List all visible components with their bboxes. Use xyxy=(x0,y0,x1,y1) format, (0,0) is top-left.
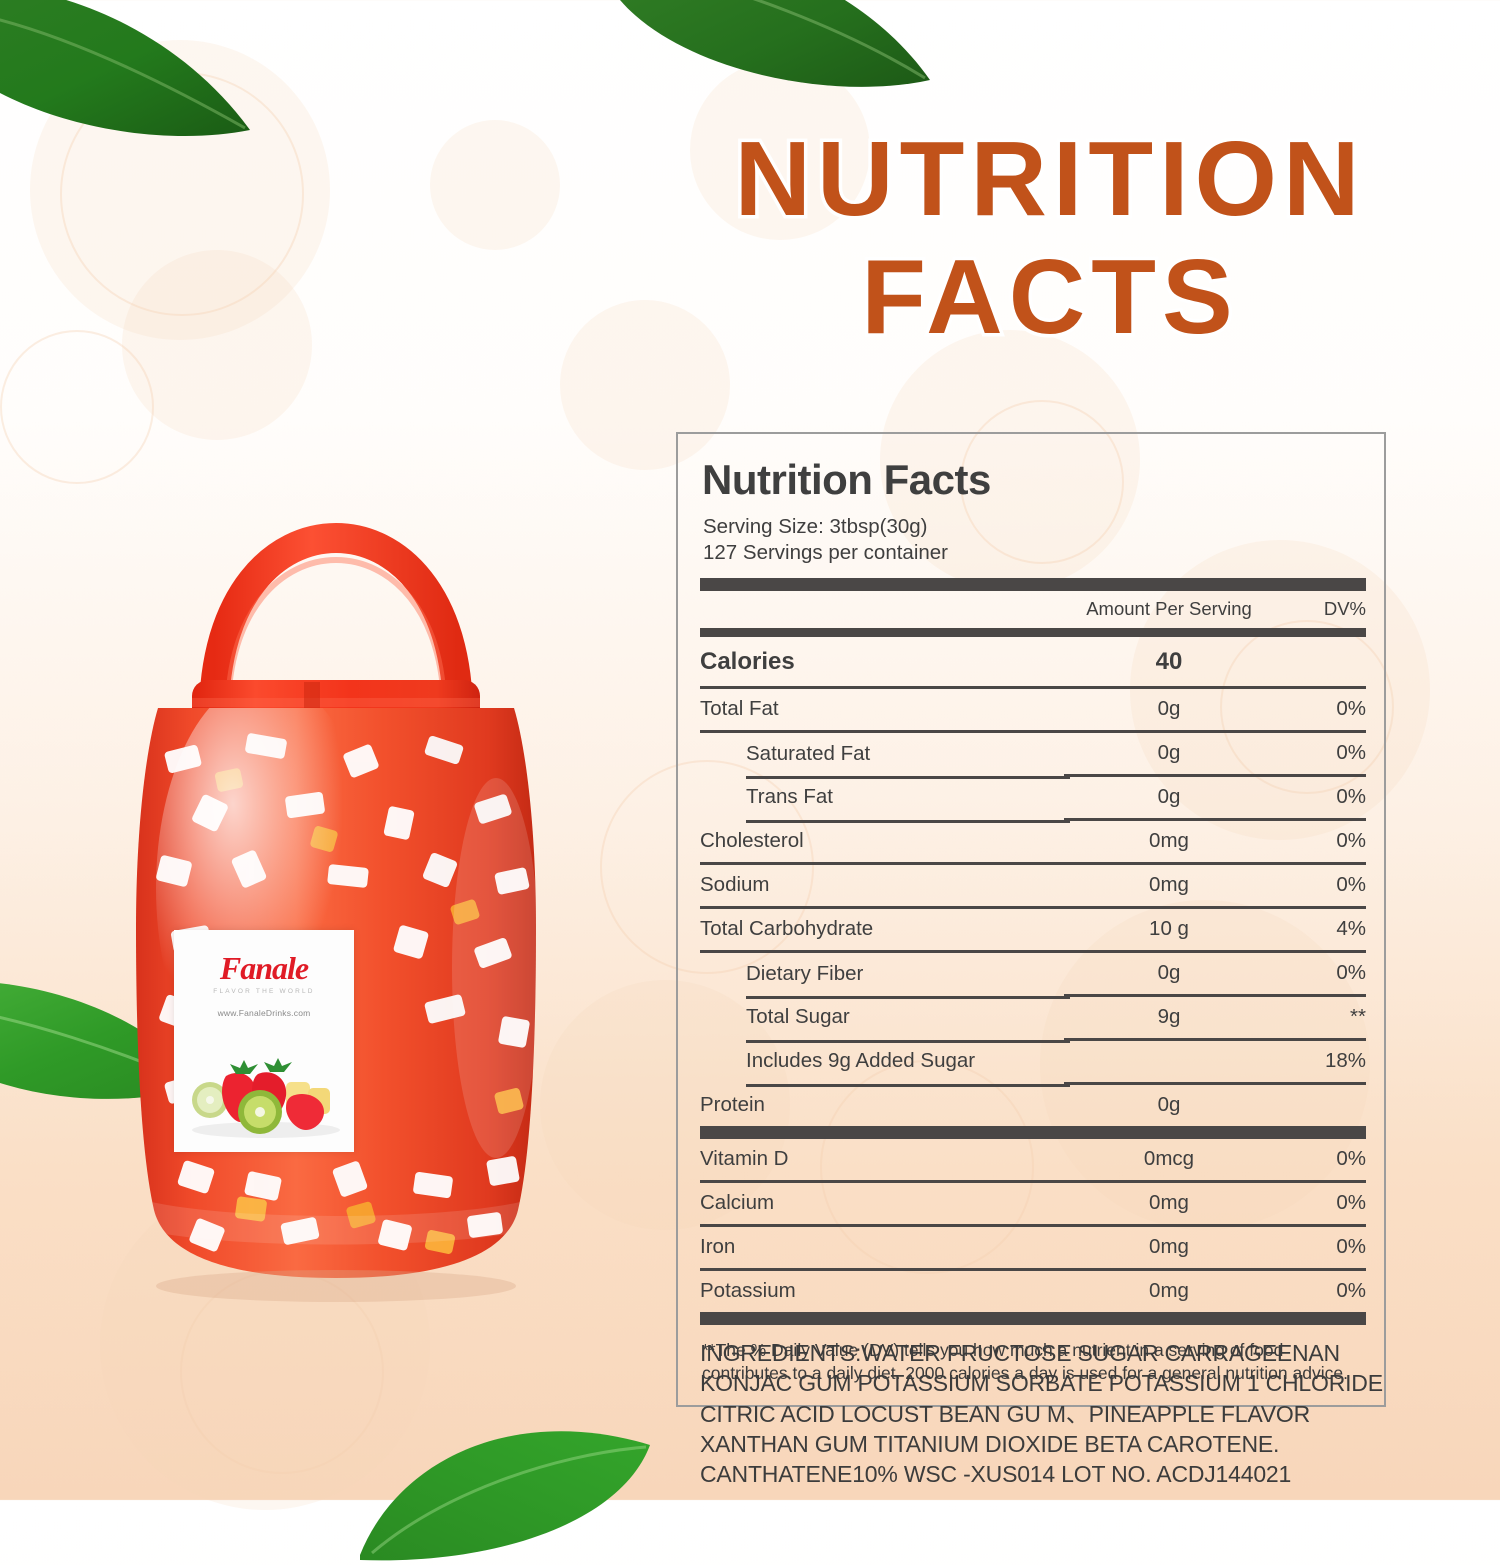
nutrient-dv: 0% xyxy=(1274,863,1366,910)
table-bar-calories xyxy=(700,626,1366,639)
micronutrient-label: Iron xyxy=(700,1225,1064,1272)
table-row: Total Carbohydrate 10 g 4% xyxy=(700,907,1366,954)
brand-website: www.FanaleDrinks.com xyxy=(217,1008,311,1018)
micronutrient-dv: 0% xyxy=(1274,1225,1366,1272)
nutrient-label: Total Fat xyxy=(700,687,1064,734)
product-label: Fanale FLAVOR THE WORLD www.FanaleDrinks… xyxy=(174,930,354,1152)
table-row: Potassium 0mg 0% xyxy=(700,1270,1366,1313)
nutrient-dv: 0% xyxy=(1274,951,1366,998)
nutrient-dv: 18% xyxy=(1274,1039,1366,1086)
col-header-dv: DV% xyxy=(1323,598,1366,620)
calories-row: Calories 40 xyxy=(700,639,1366,690)
bokeh-circle xyxy=(0,330,154,484)
micronutrient-label: Calcium xyxy=(700,1181,1064,1228)
nutrient-amount: 0mg xyxy=(1064,863,1274,910)
nutrition-facts-panel: Nutrition Facts Serving Size: 3tbsp(30g)… xyxy=(676,432,1386,1407)
bokeh-circle xyxy=(122,250,312,440)
nutrition-table: Amount Per Serving DV% Calories 40 Total… xyxy=(700,578,1366,1326)
nutrient-label: Total Carbohydrate xyxy=(700,907,1064,954)
bokeh-circle xyxy=(430,120,560,250)
page-title-line-1: NUTRITION xyxy=(731,120,1366,238)
nutrition-facts-title: Nutrition Facts xyxy=(702,456,991,503)
nutrient-amount xyxy=(1064,1039,1274,1086)
micronutrient-amount: 0mg xyxy=(1149,1279,1189,1303)
nutrient-label: Trans Fat xyxy=(700,776,1070,823)
nutrient-amount: 0mg xyxy=(1064,819,1274,866)
leaf-decoration-top-left xyxy=(0,0,290,190)
nutrient-label: Saturated Fat xyxy=(700,732,1070,778)
product-jar: Fanale FLAVOR THE WORLD www.FanaleDrinks… xyxy=(96,498,576,1308)
table-bar-top xyxy=(700,578,1366,592)
table-row: Includes 9g Added Sugar 18% xyxy=(700,1039,1366,1087)
nutrient-amount: 0g xyxy=(1064,775,1274,822)
table-row: Total Fat 0g 0% xyxy=(700,687,1366,734)
col-header-amount: Amount Per Serving xyxy=(1086,598,1252,620)
brand-tagline: FLAVOR THE WORLD xyxy=(213,988,315,995)
calories-dv xyxy=(1274,639,1366,690)
micronutrient-label: Potassium xyxy=(700,1279,796,1303)
nutrient-amount: 10 g xyxy=(1064,907,1274,954)
brand-name: Fanale xyxy=(219,950,309,986)
table-row: Sodium 0mg 0% xyxy=(700,863,1366,910)
nutrient-label: Dietary Fiber xyxy=(700,952,1070,998)
nutrient-dv: 0% xyxy=(1274,687,1366,734)
table-bar-micronutrients xyxy=(700,1126,1366,1140)
nutrient-dv: 0% xyxy=(1274,731,1366,778)
nutrient-dv xyxy=(1274,1084,1366,1127)
table-row: Trans Fat 0g 0% xyxy=(700,775,1366,823)
daily-value-footnote: **The % Daily Value (DV) tells you how m… xyxy=(702,1340,1348,1384)
micronutrient-dv: 0% xyxy=(1274,1181,1366,1228)
nutrient-amount: 0g xyxy=(1157,1093,1181,1117)
micronutrient-amount: 0mg xyxy=(1064,1225,1274,1272)
table-row: Dietary Fiber 0g 0% xyxy=(700,951,1366,998)
nutrient-label: Sodium xyxy=(700,863,1064,910)
micronutrient-amount: 0mcg xyxy=(1064,1139,1274,1184)
ingredients-text: INGREDIENTS:WATER FRUCTOSE SUGAR CARRAGE… xyxy=(700,1340,1383,1488)
table-row: Cholesterol 0mg 0% xyxy=(700,819,1366,866)
nutrient-dv: 0% xyxy=(1274,819,1366,866)
table-row: Calcium 0mg 0% xyxy=(700,1181,1366,1228)
table-bar-bottom xyxy=(700,1312,1366,1326)
nutrient-label: Protein xyxy=(700,1092,765,1116)
nutrient-dv: 0% xyxy=(1274,775,1366,822)
nutrient-amount: 9g xyxy=(1064,995,1274,1042)
page-title-line-2: FACTS xyxy=(858,237,1239,356)
table-row: Protein 0g xyxy=(700,1084,1366,1127)
table-header-row: Amount Per Serving DV% xyxy=(700,591,1366,626)
table-row: Iron 0mg 0% xyxy=(700,1225,1366,1272)
serving-size: Serving Size: 3tbsp(30g) xyxy=(703,515,928,538)
leaf-decoration-bottom xyxy=(290,1385,670,1565)
calories-label: Calories xyxy=(700,639,1064,690)
fruit-photo xyxy=(192,1058,340,1138)
servings-per-container: 127 Servings per container xyxy=(703,541,949,565)
bokeh-circle xyxy=(60,72,304,316)
bokeh-circle xyxy=(30,40,330,340)
micronutrient-rows: Vitamin D 0mcg 0% Calcium 0mg 0% Iron 0mg 0% Pota… xyxy=(700,1139,1366,1312)
page-title: NUTRITION FACTS xyxy=(660,123,1440,354)
nutrient-label: Cholesterol xyxy=(700,819,1064,866)
col-header-name xyxy=(700,591,1064,626)
leaf-decoration-top-center xyxy=(600,0,960,120)
nutrient-amount: 0g xyxy=(1064,731,1274,778)
table-row: Total Sugar 9g ** xyxy=(700,995,1366,1043)
nutrient-amount: 0g xyxy=(1064,687,1274,734)
micronutrient-amount: 0mg xyxy=(1064,1181,1274,1228)
nutrient-label: Total Sugar xyxy=(700,996,1070,1043)
micronutrient-dv: 0% xyxy=(1274,1139,1366,1184)
nutrient-label: Includes 9g Added Sugar xyxy=(700,1040,1070,1087)
nutrient-amount: 0g xyxy=(1064,951,1274,998)
calories-amount: 40 xyxy=(1064,639,1274,690)
table-row: Vitamin D 0mcg 0% xyxy=(700,1139,1366,1184)
nutrient-rows: Total Fat 0g 0% Saturated Fat 0g 0% Trans Fat 0… xyxy=(700,687,1366,1127)
nutrient-dv: ** xyxy=(1274,995,1366,1042)
micronutrient-label: Vitamin D xyxy=(700,1139,1064,1184)
nutrient-dv: 4% xyxy=(1274,907,1366,954)
micronutrient-dv: 0% xyxy=(1336,1279,1366,1303)
table-row: Saturated Fat 0g 0% xyxy=(700,731,1366,778)
